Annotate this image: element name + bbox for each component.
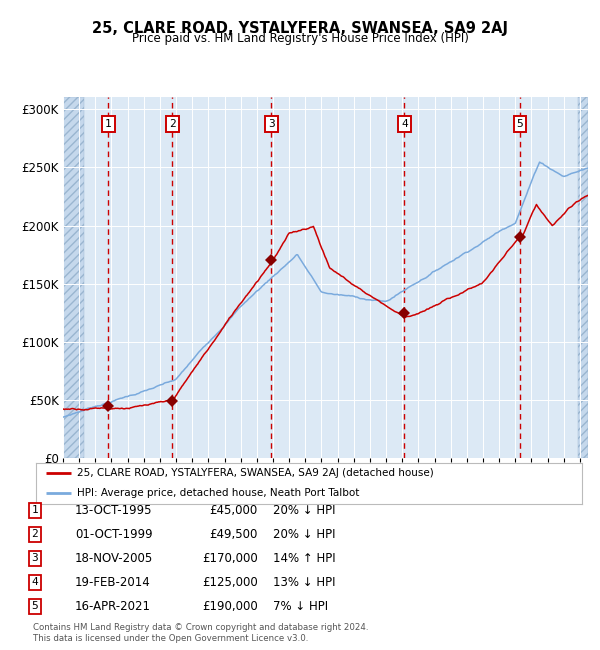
Text: 2: 2 <box>169 119 175 129</box>
Text: 3: 3 <box>31 553 38 564</box>
Bar <box>63 98 84 458</box>
Text: 25, CLARE ROAD, YSTALYFERA, SWANSEA, SA9 2AJ: 25, CLARE ROAD, YSTALYFERA, SWANSEA, SA9… <box>92 21 508 36</box>
Text: 20% ↓ HPI: 20% ↓ HPI <box>273 528 335 541</box>
Text: Contains HM Land Registry data © Crown copyright and database right 2024.
This d: Contains HM Land Registry data © Crown c… <box>33 623 368 643</box>
Text: 1: 1 <box>104 119 112 129</box>
Text: 13-OCT-1995: 13-OCT-1995 <box>75 504 152 517</box>
Text: £170,000: £170,000 <box>202 552 258 565</box>
Text: 25, CLARE ROAD, YSTALYFERA, SWANSEA, SA9 2AJ (detached house): 25, CLARE ROAD, YSTALYFERA, SWANSEA, SA9… <box>77 469 434 478</box>
Text: 3: 3 <box>268 119 275 129</box>
Text: £125,000: £125,000 <box>202 576 258 589</box>
Text: 18-NOV-2005: 18-NOV-2005 <box>75 552 153 565</box>
Text: HPI: Average price, detached house, Neath Port Talbot: HPI: Average price, detached house, Neat… <box>77 488 359 498</box>
Text: 5: 5 <box>31 601 38 612</box>
Text: 2: 2 <box>31 529 38 539</box>
Text: £190,000: £190,000 <box>202 600 258 613</box>
Text: 5: 5 <box>517 119 523 129</box>
Text: 7% ↓ HPI: 7% ↓ HPI <box>273 600 328 613</box>
Text: 14% ↑ HPI: 14% ↑ HPI <box>273 552 335 565</box>
Text: 4: 4 <box>31 577 38 588</box>
Text: 01-OCT-1999: 01-OCT-1999 <box>75 528 152 541</box>
Bar <box>578 98 588 458</box>
Text: 16-APR-2021: 16-APR-2021 <box>75 600 151 613</box>
Text: 1: 1 <box>31 505 38 515</box>
Text: Price paid vs. HM Land Registry's House Price Index (HPI): Price paid vs. HM Land Registry's House … <box>131 32 469 45</box>
Bar <box>63 98 84 458</box>
Bar <box>578 98 588 458</box>
Text: 13% ↓ HPI: 13% ↓ HPI <box>273 576 335 589</box>
Text: £45,000: £45,000 <box>210 504 258 517</box>
Text: 19-FEB-2014: 19-FEB-2014 <box>75 576 151 589</box>
Text: 20% ↓ HPI: 20% ↓ HPI <box>273 504 335 517</box>
Text: £49,500: £49,500 <box>209 528 258 541</box>
Text: 4: 4 <box>401 119 408 129</box>
